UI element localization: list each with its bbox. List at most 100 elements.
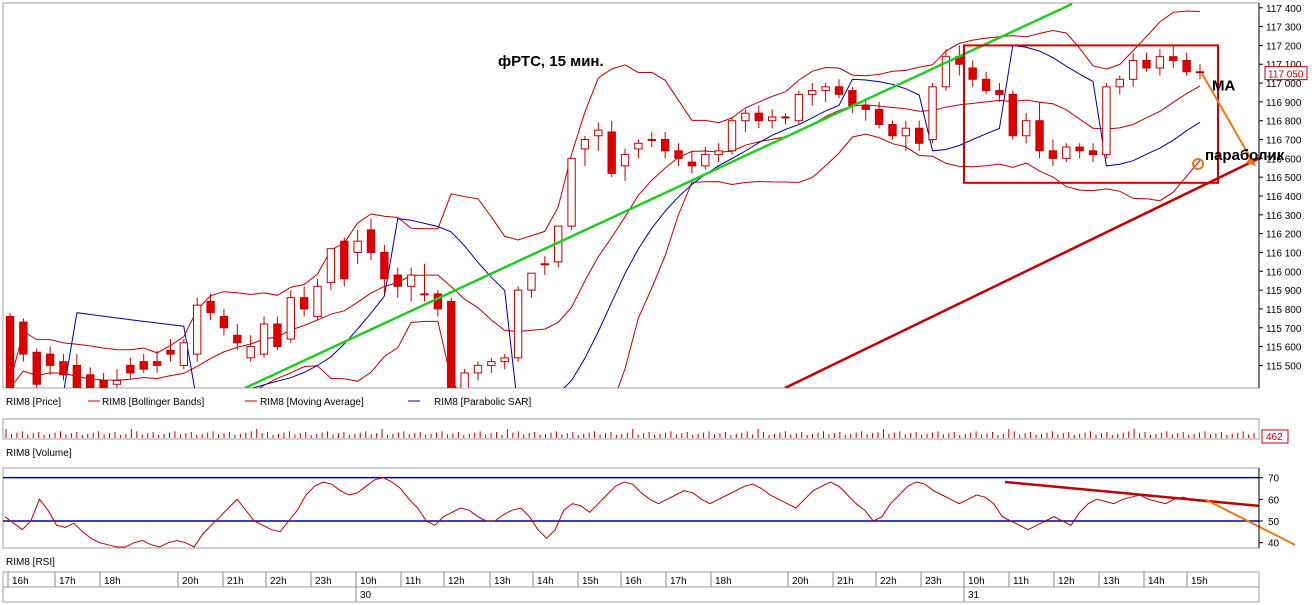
hour-label: 20h bbox=[792, 576, 809, 587]
candle-body bbox=[1182, 59, 1191, 73]
candle-body bbox=[193, 304, 202, 355]
candle bbox=[1182, 52, 1191, 76]
candle-body bbox=[59, 361, 68, 376]
candle bbox=[1022, 113, 1031, 144]
moving-average bbox=[9, 85, 1201, 388]
candle bbox=[299, 286, 309, 317]
candle-body bbox=[968, 67, 977, 80]
candle bbox=[781, 113, 790, 125]
sar-marker bbox=[1192, 158, 1204, 170]
hour-label: 13h bbox=[494, 576, 511, 587]
candle bbox=[701, 147, 710, 170]
candle bbox=[313, 278, 322, 321]
candle bbox=[112, 369, 122, 388]
candle-body bbox=[941, 56, 951, 88]
candle-body bbox=[888, 123, 897, 137]
candle-body bbox=[233, 334, 242, 344]
day-label: 30 bbox=[360, 590, 372, 601]
candle-body bbox=[273, 323, 282, 348]
candle bbox=[580, 135, 590, 166]
candle bbox=[874, 101, 884, 129]
candle bbox=[99, 372, 108, 388]
rsi-projection-arrow bbox=[1204, 498, 1296, 546]
candle-body bbox=[594, 129, 603, 137]
candle bbox=[888, 120, 897, 140]
annotation-parabolic: параболик bbox=[1205, 147, 1285, 164]
candle bbox=[861, 98, 870, 121]
candle-body bbox=[874, 108, 884, 125]
candle-body bbox=[393, 274, 402, 287]
day-label: 31 bbox=[968, 590, 980, 601]
candle bbox=[1102, 83, 1111, 159]
price-tick-label: 116 400 bbox=[1266, 192, 1302, 203]
candle-body bbox=[714, 150, 723, 156]
candle-body bbox=[1048, 150, 1058, 159]
hour-label: 15h bbox=[1191, 576, 1208, 587]
candle-body bbox=[995, 90, 1004, 95]
candle-body bbox=[380, 251, 389, 280]
price-tick-label: 115 900 bbox=[1266, 286, 1302, 297]
last-price-label: 117 050 bbox=[1268, 70, 1304, 81]
bollinger-lower bbox=[258, 133, 1201, 388]
candle bbox=[928, 83, 937, 144]
hour-label: 12h bbox=[1058, 576, 1075, 587]
candle-body bbox=[848, 90, 857, 107]
candle bbox=[1062, 143, 1071, 163]
rsi-axis: 40 50 60 70 bbox=[1258, 468, 1280, 550]
candle-body bbox=[781, 116, 790, 119]
candle bbox=[660, 132, 670, 159]
candle bbox=[1035, 101, 1044, 159]
legend-ma: RIM8 [Moving Average] bbox=[260, 397, 364, 408]
price-legend: RIM8 [Price] RIM8 [Bollinger Bands] RIM8… bbox=[6, 397, 531, 408]
candle-body bbox=[1115, 78, 1124, 88]
hour-label: 11h bbox=[1013, 576, 1029, 587]
candle-body bbox=[901, 127, 911, 137]
candle bbox=[219, 308, 229, 336]
candle bbox=[353, 229, 362, 264]
resistance-trendline bbox=[244, 3, 1073, 388]
candle-body bbox=[674, 150, 683, 159]
candle bbox=[193, 297, 202, 362]
candle bbox=[901, 120, 911, 151]
candle-body bbox=[727, 120, 737, 152]
hour-label: 10h bbox=[968, 576, 985, 587]
rsi-panel[interactable] bbox=[2, 467, 1260, 549]
candle-body bbox=[861, 105, 870, 110]
candle-body bbox=[647, 139, 656, 142]
candle-body bbox=[540, 263, 550, 266]
hour-label: 14h bbox=[1148, 576, 1165, 587]
candle bbox=[1195, 64, 1205, 80]
candle bbox=[500, 354, 509, 370]
candle bbox=[767, 109, 777, 129]
candle bbox=[179, 339, 188, 370]
candle bbox=[19, 318, 28, 362]
candle-body bbox=[607, 131, 616, 174]
hour-label: 16h bbox=[625, 576, 642, 587]
candle-body bbox=[928, 86, 937, 141]
price-tick-label: 116 000 bbox=[1266, 267, 1302, 278]
candle-body bbox=[326, 248, 336, 284]
candle-body bbox=[32, 351, 41, 385]
candle-body bbox=[620, 154, 630, 167]
candle bbox=[821, 83, 830, 102]
price-panel[interactable] bbox=[2, 2, 1260, 389]
candle bbox=[326, 248, 336, 291]
candle-body bbox=[1142, 59, 1151, 69]
candle bbox=[687, 150, 697, 174]
candle bbox=[420, 263, 429, 302]
candle bbox=[447, 297, 456, 388]
candle-body bbox=[513, 289, 523, 359]
candle bbox=[166, 339, 175, 362]
candle-body bbox=[112, 379, 122, 385]
legend-bollinger: RIM8 [Bollinger Bands] bbox=[102, 397, 204, 408]
candle bbox=[674, 143, 683, 166]
projection-arrow bbox=[1201, 73, 1256, 167]
candle bbox=[380, 244, 389, 294]
price-tick-label: 117 000 bbox=[1266, 79, 1302, 90]
candle bbox=[45, 346, 55, 375]
candle-body bbox=[1102, 86, 1111, 156]
hour-label: 13h bbox=[1103, 576, 1120, 587]
candle-body bbox=[808, 90, 817, 95]
candle bbox=[366, 218, 376, 260]
candle-body bbox=[767, 116, 777, 122]
